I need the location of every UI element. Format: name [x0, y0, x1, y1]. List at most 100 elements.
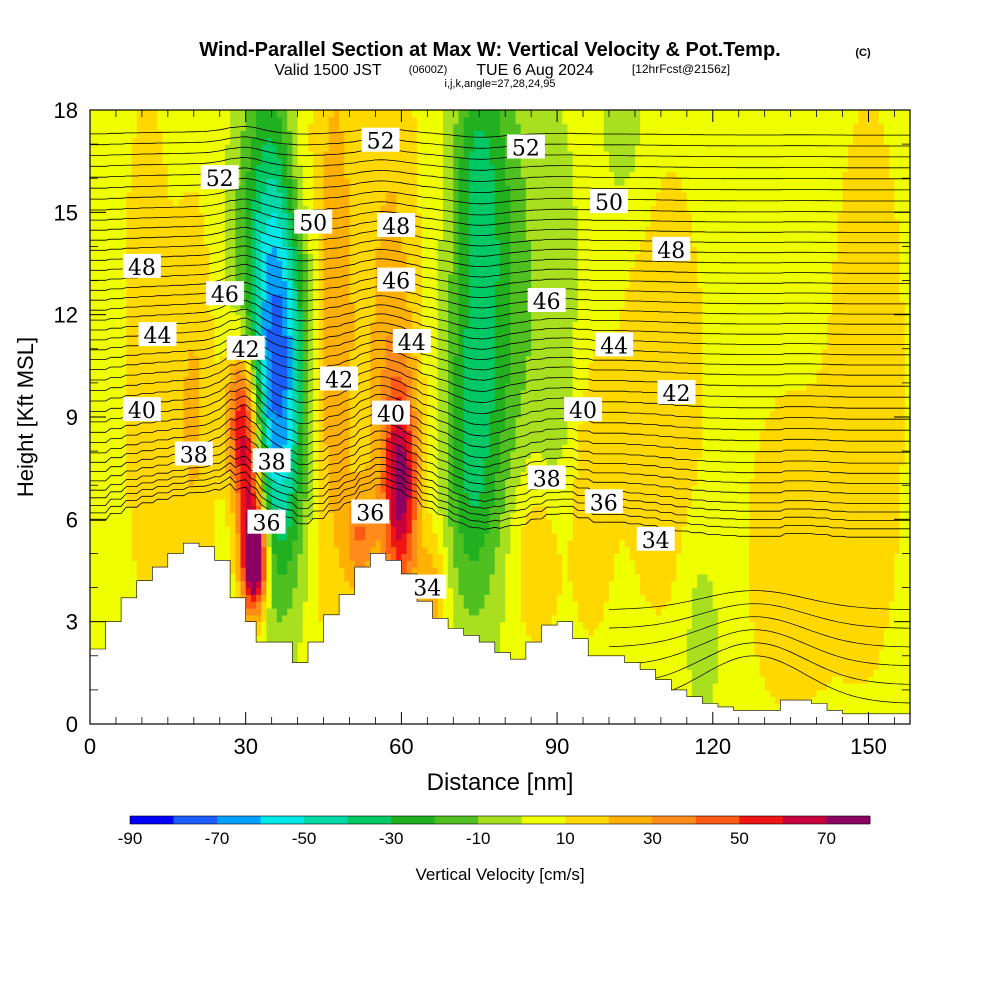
velocity-cell [365, 410, 371, 418]
velocity-cell [370, 328, 377, 336]
velocity-cell [313, 505, 319, 514]
velocity-cell [328, 246, 335, 254]
velocity-cell [365, 157, 371, 166]
velocity-cell [131, 457, 138, 466]
velocity-cell [328, 546, 335, 555]
velocity-cell [193, 478, 200, 486]
velocity-cell [105, 116, 112, 125]
velocity-cell [193, 123, 200, 132]
velocity-cell [230, 512, 236, 520]
velocity-cell [302, 505, 309, 514]
velocity-cell [287, 191, 294, 200]
velocity-cell [131, 451, 138, 459]
velocity-cell [287, 232, 294, 241]
velocity-cell [136, 178, 143, 186]
velocity-cell [297, 498, 304, 507]
velocity-cell [354, 403, 361, 411]
velocity-cell [230, 560, 236, 568]
velocity-cell [152, 150, 159, 159]
velocity-cell [323, 553, 330, 561]
velocity-cell [193, 110, 200, 118]
velocity-cell [147, 301, 153, 309]
velocity-cell [318, 614, 325, 623]
velocity-cell [339, 185, 345, 193]
velocity-cell [365, 396, 371, 404]
velocity-cell [287, 198, 294, 207]
velocity-cell [339, 410, 345, 418]
velocity-cell [147, 437, 153, 445]
velocity-cell [230, 110, 236, 118]
velocity-cell [344, 560, 351, 568]
velocity-cell [365, 307, 371, 316]
velocity-cell [167, 246, 174, 254]
velocity-cell [344, 266, 351, 275]
velocity-cell [261, 198, 268, 207]
velocity-cell [90, 116, 96, 125]
velocity-cell [188, 498, 195, 507]
velocity-cell [318, 464, 325, 473]
velocity-cell [328, 266, 335, 275]
velocity-cell [126, 505, 133, 514]
velocity-cell [240, 423, 247, 432]
velocity-cell [354, 157, 361, 166]
velocity-cell [297, 546, 304, 555]
velocity-cell [126, 573, 133, 582]
velocity-cell [271, 321, 278, 329]
velocity-cell [344, 185, 351, 193]
velocity-cell [256, 485, 262, 493]
velocity-cell [90, 341, 96, 350]
velocity-cell [100, 492, 107, 500]
velocity-cell [100, 225, 107, 234]
velocity-cell [178, 164, 185, 172]
velocity-cell [105, 362, 112, 370]
velocity-cell [287, 219, 294, 227]
velocity-cell [193, 369, 200, 377]
velocity-cell [147, 157, 153, 166]
velocity-cell [100, 608, 107, 616]
velocity-cell [354, 553, 361, 561]
velocity-cell [131, 164, 138, 172]
velocity-cell [297, 444, 304, 452]
velocity-cell [141, 239, 148, 248]
velocity-cell [157, 212, 164, 220]
velocity-cell [183, 294, 190, 302]
velocity-cell [188, 485, 195, 493]
velocity-cell [147, 123, 153, 132]
velocity-cell [266, 116, 273, 125]
velocity-cell [204, 137, 210, 145]
velocity-cell [141, 164, 148, 172]
velocity-cell [183, 225, 190, 234]
velocity-cell [250, 498, 257, 507]
velocity-cell [95, 498, 101, 507]
velocity-cell [245, 273, 252, 282]
velocity-cell [100, 185, 107, 193]
velocity-cell [245, 301, 252, 309]
velocity-cell [370, 232, 377, 241]
velocity-cell [157, 457, 164, 466]
velocity-cell [162, 457, 169, 466]
velocity-cell [318, 471, 325, 479]
velocity-cell [126, 587, 133, 595]
velocity-cell [204, 410, 210, 418]
velocity-cell [282, 355, 288, 364]
velocity-cell [250, 553, 257, 561]
velocity-cell [209, 498, 216, 507]
velocity-cell [354, 444, 361, 452]
velocity-cell [100, 403, 107, 411]
velocity-cell [313, 266, 319, 275]
velocity-cell [328, 280, 335, 288]
velocity-cell [235, 444, 242, 452]
velocity-cell [266, 608, 273, 616]
velocity-cell [188, 362, 195, 370]
velocity-cell [323, 478, 330, 486]
velocity-cell [318, 280, 325, 288]
velocity-cell [167, 260, 174, 268]
velocity-cell [162, 307, 169, 316]
velocity-cell [198, 110, 205, 118]
velocity-cell [115, 110, 122, 118]
velocity-cell [209, 369, 216, 377]
velocity-cell [297, 260, 304, 268]
velocity-cell [250, 287, 257, 295]
velocity-cell [354, 301, 361, 309]
velocity-cell [339, 539, 345, 548]
